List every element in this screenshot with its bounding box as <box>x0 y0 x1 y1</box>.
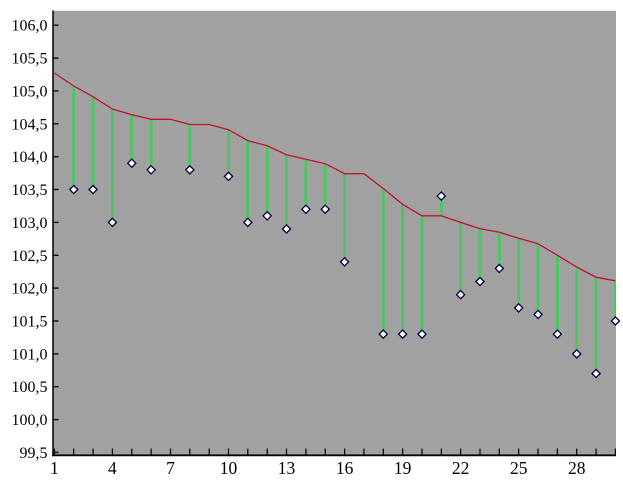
svg-text:106,0: 106,0 <box>12 18 48 35</box>
svg-text:1: 1 <box>50 458 59 478</box>
svg-text:104,5: 104,5 <box>12 116 48 133</box>
svg-text:103,0: 103,0 <box>12 215 48 232</box>
svg-text:101,5: 101,5 <box>12 314 48 331</box>
svg-text:100,0: 100,0 <box>12 412 48 429</box>
svg-text:4: 4 <box>108 458 117 478</box>
svg-text:100,5: 100,5 <box>12 379 48 396</box>
svg-text:19: 19 <box>394 458 412 478</box>
svg-text:13: 13 <box>278 458 296 478</box>
svg-text:28: 28 <box>568 458 586 478</box>
svg-text:104,0: 104,0 <box>12 149 48 166</box>
svg-text:102,0: 102,0 <box>12 281 48 298</box>
svg-text:103,5: 103,5 <box>12 182 48 199</box>
svg-text:7: 7 <box>166 458 175 478</box>
svg-text:10: 10 <box>220 458 238 478</box>
svg-text:101,0: 101,0 <box>12 346 48 363</box>
svg-text:102,5: 102,5 <box>12 248 48 265</box>
svg-text:105,5: 105,5 <box>12 51 48 68</box>
svg-text:105,0: 105,0 <box>12 83 48 100</box>
svg-text:99,5: 99,5 <box>20 445 48 462</box>
svg-text:25: 25 <box>510 458 528 478</box>
svg-text:22: 22 <box>452 458 470 478</box>
svg-text:16: 16 <box>336 458 354 478</box>
